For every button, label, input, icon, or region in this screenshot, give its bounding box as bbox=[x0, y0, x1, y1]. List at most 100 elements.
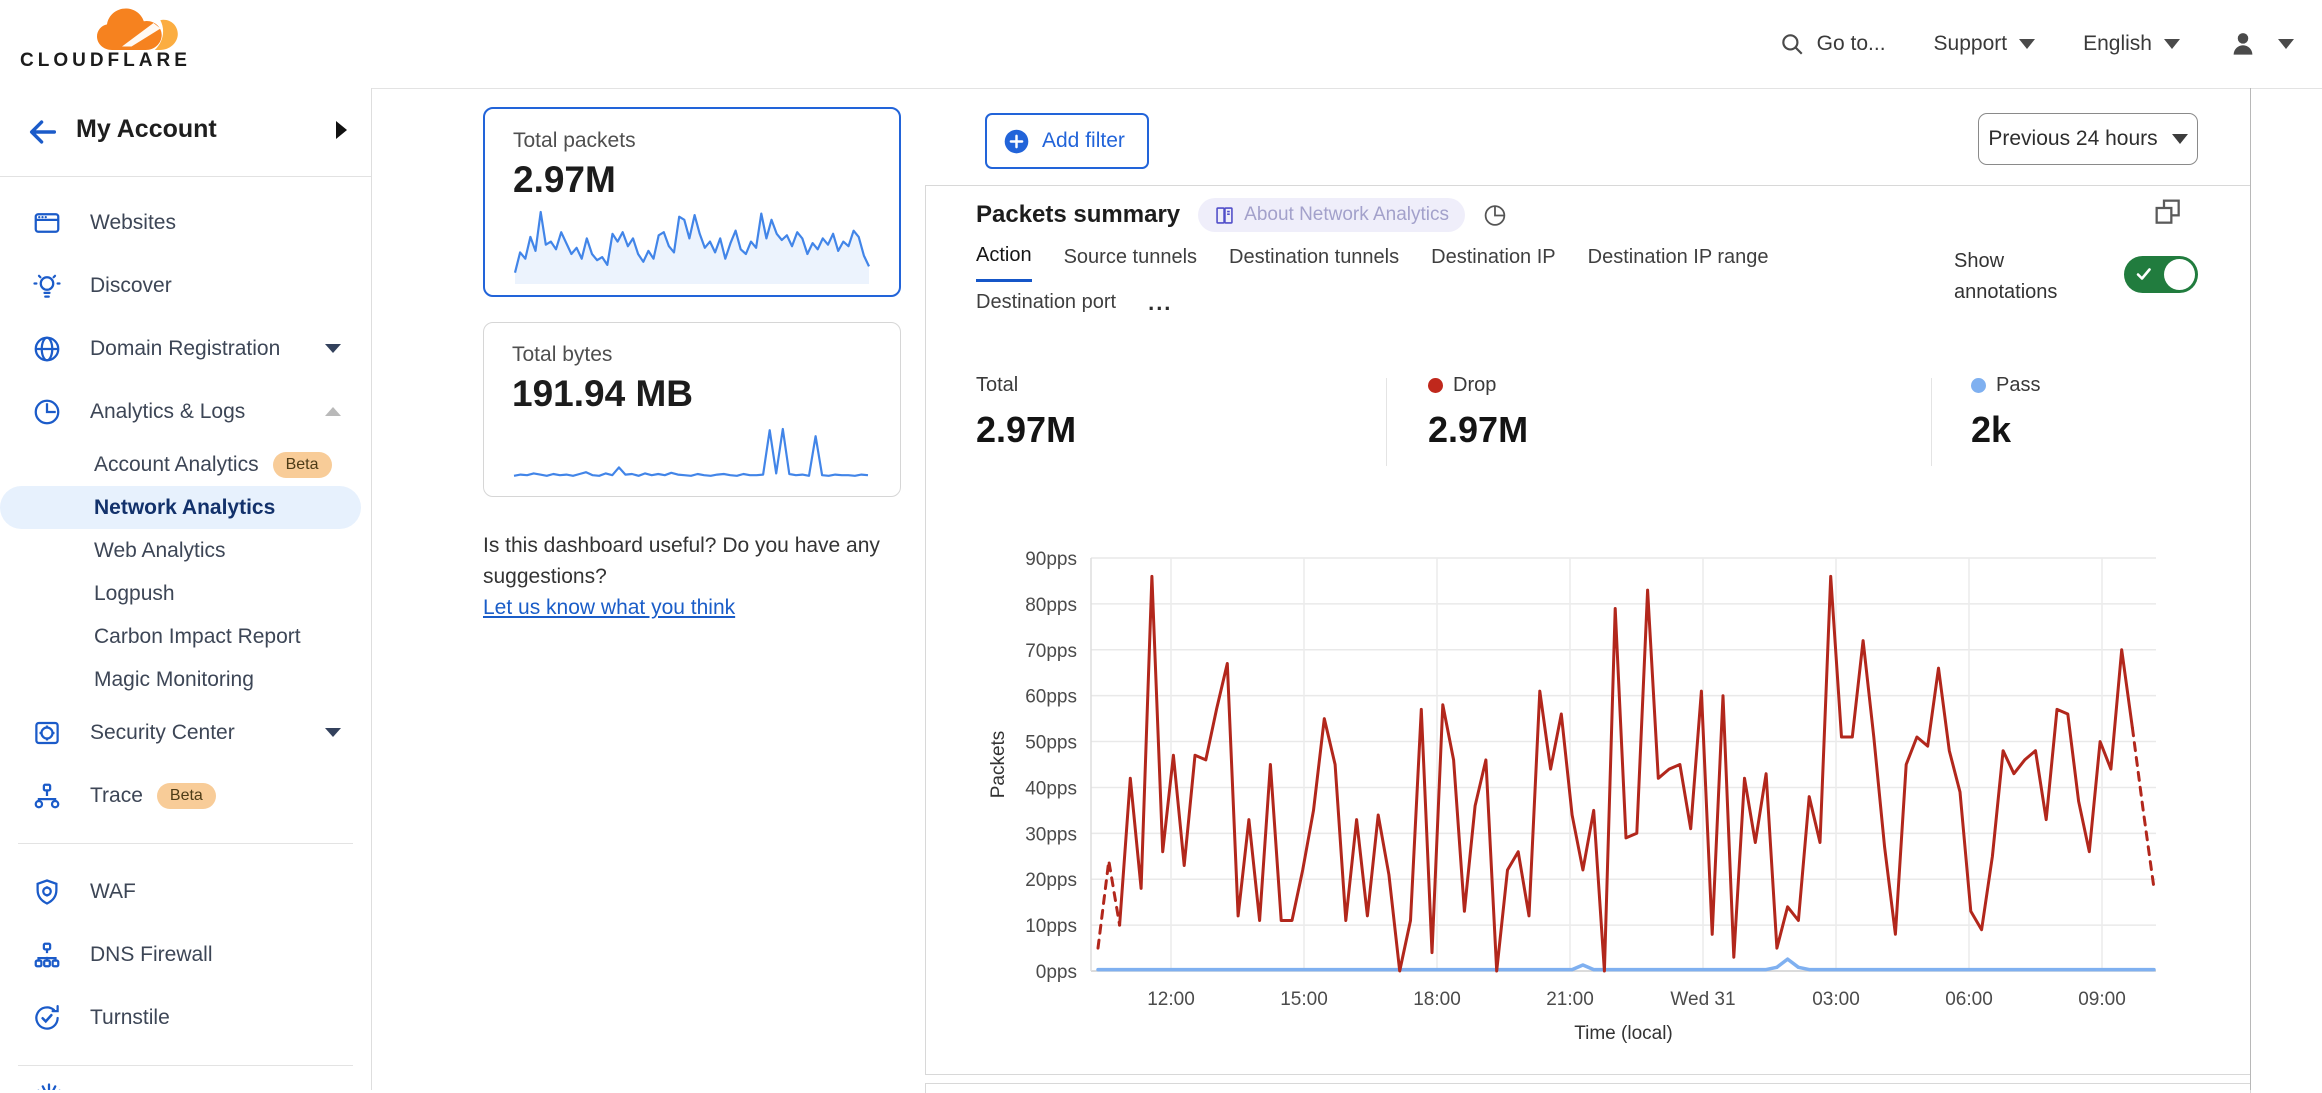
content-right-border bbox=[2250, 88, 2251, 1090]
total-packets-card[interactable]: Total packets 2.97M bbox=[483, 107, 901, 297]
sidebar-item-discover[interactable]: Discover bbox=[0, 254, 371, 317]
tabs-overflow-button[interactable]: ... bbox=[1148, 290, 1173, 315]
vault-icon bbox=[30, 718, 64, 748]
sidebar-item-label: Web Analytics bbox=[94, 538, 226, 562]
svg-text:80pps: 80pps bbox=[1025, 595, 1077, 616]
tab-source-tunnels[interactable]: Source tunnels bbox=[1063, 245, 1198, 268]
svg-text:Wed 31: Wed 31 bbox=[1670, 989, 1735, 1010]
stat-total: Total 2.97M bbox=[976, 374, 1076, 451]
stat-label: Total bbox=[976, 374, 1019, 396]
sidebar-item-label: Analytics & Logs bbox=[90, 399, 246, 423]
globe-icon bbox=[30, 334, 64, 364]
user-menu[interactable] bbox=[2228, 29, 2294, 59]
cloudflare-logo[interactable]: CLOUDFLARE bbox=[18, 2, 198, 86]
beta-badge: Beta bbox=[156, 782, 216, 809]
support-menu[interactable]: Support bbox=[1934, 32, 2036, 56]
tab-destination-tunnels[interactable]: Destination tunnels bbox=[1229, 245, 1400, 268]
sidebar-nav: Websites Discover Domain Registration An… bbox=[0, 177, 371, 1090]
dimension-tabs-row2: Destination port ... bbox=[976, 290, 1172, 326]
sidebar-item-analytics-logs[interactable]: Analytics & Logs bbox=[0, 380, 371, 443]
sidebar-item-carbon-impact-report[interactable]: Carbon Impact Report bbox=[0, 615, 371, 658]
sidebar-item-label: Network Analytics bbox=[94, 495, 276, 519]
stat-value: 2k bbox=[1971, 409, 2012, 450]
expand-icon[interactable] bbox=[2152, 196, 2184, 228]
add-filter-label: Add filter bbox=[1042, 129, 1125, 152]
dimension-tabs-row1: Action Source tunnels Destination tunnel… bbox=[976, 244, 1769, 282]
stat-label: Drop bbox=[1453, 374, 1497, 396]
user-icon bbox=[2233, 33, 2253, 55]
sidebar-item-account-analytics[interactable]: Account Analytics Beta bbox=[0, 443, 371, 486]
svg-text:15:00: 15:00 bbox=[1280, 989, 1328, 1010]
header-actions: Go to... Support English bbox=[1779, 0, 2294, 88]
show-annotations-toggle[interactable] bbox=[2124, 256, 2198, 293]
svg-text:12:00: 12:00 bbox=[1147, 989, 1195, 1010]
card-value: 2.97M bbox=[513, 159, 616, 200]
sidebar-item-domain-registration[interactable]: Domain Registration bbox=[0, 317, 371, 380]
metric-cards-column: Total packets 2.97M Total bytes 191.94 M… bbox=[483, 107, 923, 623]
chevron-right-icon[interactable] bbox=[336, 121, 347, 139]
sidebar-item-turnstile[interactable]: Turnstile bbox=[0, 986, 371, 1049]
tab-destination-ip[interactable]: Destination IP bbox=[1431, 245, 1556, 268]
support-label: Support bbox=[1933, 32, 2008, 55]
sidebar-account-header[interactable]: My Account bbox=[0, 88, 371, 177]
sidebar-item-partial[interactable] bbox=[0, 1082, 371, 1090]
top-nav-bar: CLOUDFLARE Go to... Support English bbox=[0, 0, 2322, 89]
language-menu[interactable]: English bbox=[2083, 32, 2180, 56]
check-icon bbox=[2136, 268, 2151, 280]
pie-chart-icon[interactable] bbox=[1483, 203, 1508, 228]
tab-action[interactable]: Action bbox=[976, 244, 1032, 282]
tab-destination-ip-range[interactable]: Destination IP range bbox=[1587, 245, 1769, 268]
sidebar-item-trace[interactable]: Trace Beta bbox=[0, 764, 371, 827]
tab-destination-port[interactable]: Destination port bbox=[976, 290, 1117, 313]
svg-text:40pps: 40pps bbox=[1025, 778, 1077, 799]
account-label: My Account bbox=[76, 115, 217, 143]
chevron-up-icon bbox=[325, 407, 341, 416]
svg-text:18:00: 18:00 bbox=[1413, 989, 1461, 1010]
book-icon bbox=[1216, 206, 1233, 224]
sidebar-item-web-analytics[interactable]: Web Analytics bbox=[0, 529, 371, 572]
sidebar-item-label: Turnstile bbox=[90, 1005, 170, 1029]
sidebar-item-label: WAF bbox=[90, 879, 136, 903]
feedback-block: Is this dashboard useful? Do you have an… bbox=[483, 530, 919, 623]
sidebar-item-waf[interactable]: WAF bbox=[0, 860, 371, 923]
sidebar-item-dns-firewall[interactable]: DNS Firewall bbox=[0, 923, 371, 986]
sidebar-item-magic-monitoring[interactable]: Magic Monitoring bbox=[0, 658, 371, 701]
feedback-link[interactable]: Let us know what you think bbox=[483, 596, 736, 619]
goto-search[interactable]: Go to... bbox=[1779, 31, 1886, 57]
sidebar-item-label: Carbon Impact Report bbox=[94, 624, 301, 648]
sidebar-item-label: Magic Monitoring bbox=[94, 667, 254, 691]
beta-badge: Beta bbox=[272, 451, 332, 478]
starburst-icon bbox=[37, 1083, 61, 1090]
card-title: Total packets bbox=[513, 129, 636, 152]
goto-label: Go to... bbox=[1816, 32, 1886, 55]
about-network-analytics-chip[interactable]: About Network Analytics bbox=[1198, 198, 1466, 232]
packets-time-series-chart: 0pps 10pps 20pps 30pps 40pps 50pps 60pps 70pps 8… bbox=[988, 549, 2156, 1044]
shield-gear-icon bbox=[30, 877, 64, 907]
sidebar-item-security-center[interactable]: Security Center bbox=[0, 701, 371, 764]
feedback-text: Is this dashboard useful? Do you have an… bbox=[483, 534, 880, 588]
chevron-down-icon bbox=[325, 344, 341, 353]
add-filter-button[interactable]: Add filter bbox=[985, 113, 1149, 169]
card-title: Total bytes bbox=[512, 343, 613, 366]
stat-label: Pass bbox=[1996, 374, 2041, 396]
chip-label: About Network Analytics bbox=[1244, 204, 1450, 225]
sidebar-item-label: Websites bbox=[90, 210, 176, 234]
drop-legend-dot bbox=[1428, 378, 1443, 393]
svg-text:20pps: 20pps bbox=[1025, 870, 1077, 891]
back-arrow-icon[interactable] bbox=[26, 115, 60, 149]
sidebar-item-logpush[interactable]: Logpush bbox=[0, 572, 371, 615]
language-label: English bbox=[2083, 32, 2152, 55]
total-bytes-card[interactable]: Total bytes 191.94 MB bbox=[483, 322, 901, 497]
sidebar-item-label: Security Center bbox=[90, 720, 235, 744]
chevron-down-icon bbox=[2019, 39, 2036, 49]
sidebar-item-network-analytics[interactable]: Network Analytics bbox=[0, 486, 361, 529]
sidebar-item-websites[interactable]: Websites bbox=[0, 191, 371, 254]
total-packets-sparkline bbox=[513, 210, 870, 284]
svg-text:21:00: 21:00 bbox=[1546, 989, 1594, 1010]
search-icon bbox=[1781, 34, 1803, 55]
svg-text:50pps: 50pps bbox=[1025, 733, 1077, 754]
svg-text:60pps: 60pps bbox=[1025, 687, 1077, 708]
svg-text:90pps: 90pps bbox=[1025, 549, 1077, 570]
time-range-dropdown[interactable]: Previous 24 hours bbox=[1978, 113, 2198, 165]
sidebar: My Account Websites Discover Domain Regi… bbox=[0, 88, 372, 1090]
